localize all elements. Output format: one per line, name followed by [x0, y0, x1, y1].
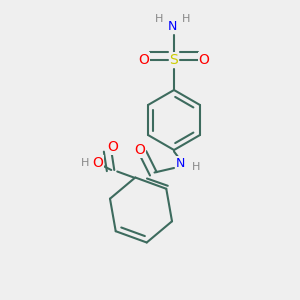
Text: H: H	[155, 14, 163, 25]
Text: N: N	[175, 157, 185, 170]
Text: H: H	[80, 158, 89, 167]
Text: O: O	[107, 140, 118, 154]
Text: O: O	[134, 143, 145, 157]
Text: O: O	[199, 53, 209, 67]
Text: S: S	[169, 53, 178, 67]
Text: O: O	[139, 53, 149, 67]
Text: H: H	[192, 161, 201, 172]
Text: H: H	[182, 14, 190, 25]
Text: O: O	[92, 155, 103, 170]
Text: N: N	[168, 20, 177, 34]
